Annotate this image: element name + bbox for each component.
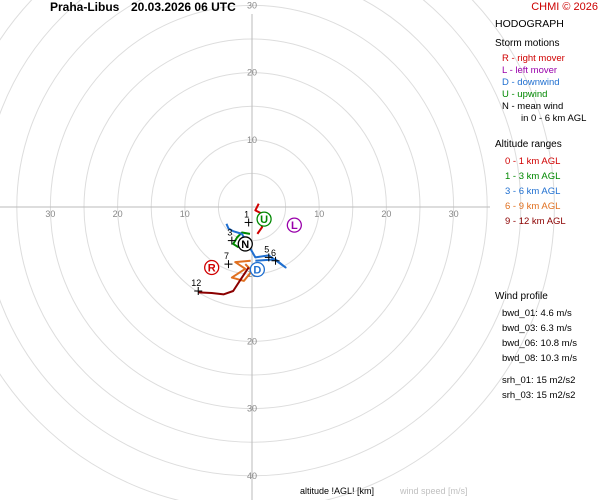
srh-01-value: srh_01: 15 m2/s2 xyxy=(502,375,576,386)
storm-motion-marker xyxy=(249,261,266,278)
srh-03-value: srh_03: 15 m2/s2 xyxy=(502,390,576,401)
storm-motion-item: R - right mover xyxy=(502,53,565,64)
sounding-datetime: 20.03.2026 06 UTC xyxy=(131,0,236,14)
altitude-range-item: 3 - 6 km AGL xyxy=(505,186,561,197)
altitude-ranges-list: 0 - 1 km AGL 1 - 3 km AGL 3 - 6 km AGL 6 - … xyxy=(495,154,600,229)
y-tick-label: 20 xyxy=(247,68,257,78)
km-label: 5 xyxy=(264,244,269,254)
storm-motion-marker xyxy=(286,217,302,233)
x-tick-label: 30 xyxy=(449,209,459,219)
storm-motion-label: R xyxy=(208,262,216,274)
storm-motions-title: Storm motions xyxy=(495,38,560,49)
y-tick-label: 30 xyxy=(247,0,257,10)
x-tick-label: 20 xyxy=(113,209,123,219)
storm-motion-marker xyxy=(237,236,253,252)
storm-motion-label: L xyxy=(291,220,298,232)
altitude-range-item: 9 - 12 km AGL xyxy=(505,216,566,227)
km-label: 6 xyxy=(271,248,276,258)
hodograph-trace xyxy=(232,231,251,249)
altitude-axis-label: altitude !AGL! [km] xyxy=(300,486,375,496)
legend-panel: HODOGRAPH Storm motions R - right mover L… xyxy=(495,18,600,403)
altitude-range-item: 1 - 3 km AGL xyxy=(505,171,561,182)
bwd-06-value: bwd_06: 10.8 m/s xyxy=(502,338,577,349)
copyright-notice: CHMI © 2026 xyxy=(531,1,598,13)
x-tick-label: 10 xyxy=(314,209,324,219)
km-label: 12 xyxy=(191,278,201,288)
station-name: Praha-Libus xyxy=(50,0,120,14)
y-tick-label: 20 xyxy=(247,336,257,346)
storm-motion-item: L - left mover xyxy=(502,65,558,76)
bwd-03-value: bwd_03: 6.3 m/s xyxy=(502,323,572,334)
bwd-08-value: bwd_08: 10.3 m/s xyxy=(502,353,577,364)
storm-motions-list: R - right mover L - left mover D - downwin… xyxy=(495,53,600,113)
storm-motion-marker xyxy=(256,211,272,227)
km-label: 3 xyxy=(227,228,232,238)
altitude-range-item: 6 - 9 km AGL xyxy=(505,201,561,212)
storm-motion-label: N xyxy=(241,239,249,251)
storm-motion-label: D xyxy=(253,264,261,276)
mean-wind-note: in 0 - 6 km AGL xyxy=(521,113,587,124)
hodograph-trace xyxy=(225,223,287,269)
y-tick-label: 10 xyxy=(247,135,257,145)
wind-profile-title: Wind profile xyxy=(495,291,548,302)
x-tick-label: 30 xyxy=(45,209,55,219)
hodograph-trace xyxy=(198,266,250,296)
grid-ring xyxy=(0,0,555,500)
storm-motion-item: U - upwind xyxy=(502,89,548,100)
x-tick-label: 20 xyxy=(381,209,391,219)
altitude-range-item: 0 - 1 km AGL xyxy=(505,156,561,167)
storm-motion-label: U xyxy=(260,214,268,226)
km-label: 1 xyxy=(244,209,249,219)
storm-motion-marker xyxy=(204,259,220,276)
wind-speed-axis-label: wind speed [m/s] xyxy=(400,486,468,496)
y-tick-label: 30 xyxy=(247,404,257,414)
storm-motion-item: D - downwind xyxy=(502,77,560,88)
grid-ring xyxy=(0,0,522,477)
y-tick-label: 40 xyxy=(247,471,257,481)
panel-title: HODOGRAPH xyxy=(495,18,564,30)
altitude-ranges-title: Altitude ranges xyxy=(495,139,562,150)
x-tick-label: 10 xyxy=(180,209,190,219)
wind-profile-values: bwd_01: 4.6 m/s bwd_03: 6.3 m/s bwd_06: … xyxy=(495,306,600,403)
bwd-01-value: bwd_01: 4.6 m/s xyxy=(502,308,572,319)
storm-motion-item: N - mean wind xyxy=(502,101,564,112)
km-label: 7 xyxy=(224,251,229,261)
